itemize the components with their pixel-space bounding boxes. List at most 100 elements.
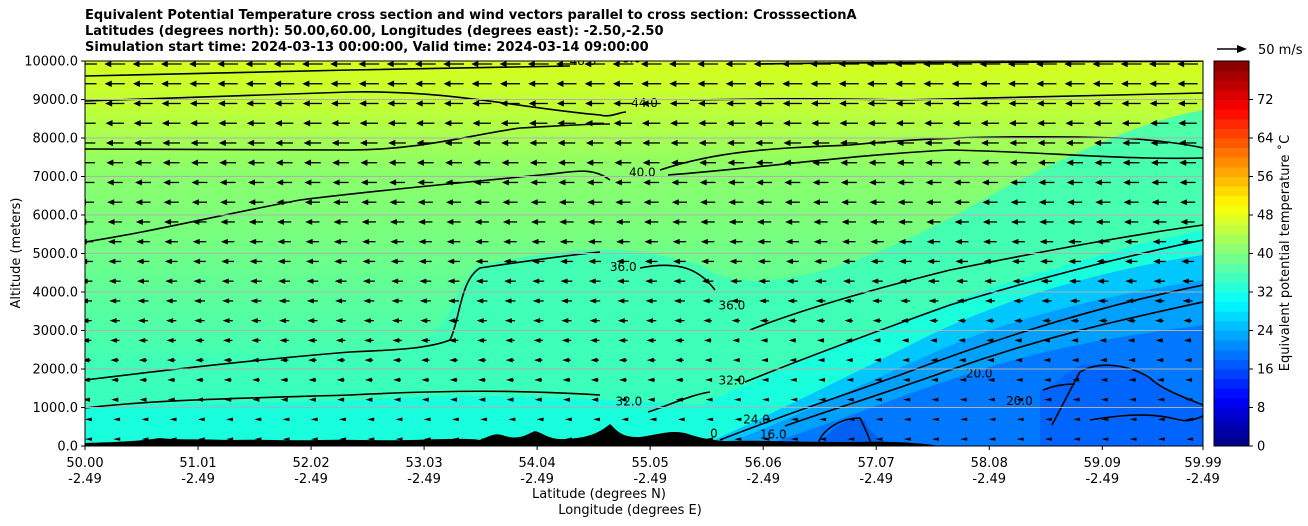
wind-vector	[1011, 238, 1025, 245]
wind-vector	[561, 337, 572, 343]
wind-vector	[85, 417, 92, 422]
y-tick-label: 5000.0	[33, 247, 79, 262]
y-tick-label: 7000.0	[33, 170, 79, 185]
wind-vector	[533, 337, 543, 343]
wind-vector	[929, 318, 938, 324]
wind-vector	[1012, 278, 1024, 284]
wind-vector	[816, 318, 825, 324]
wind-vector	[1182, 298, 1193, 304]
wind-vector	[248, 219, 264, 225]
wind-vector	[869, 219, 885, 225]
wind-vector	[589, 318, 600, 324]
wind-vector	[418, 238, 433, 245]
wind-vector	[421, 357, 430, 363]
contour-40-b	[667, 149, 1203, 176]
wind-vector	[1073, 437, 1081, 441]
wind-vector	[562, 397, 570, 402]
wind-vector	[1121, 80, 1142, 87]
wind-vector	[756, 199, 772, 206]
wind-vector	[616, 258, 630, 265]
wind-vector	[165, 278, 178, 284]
title-line-2: Latitudes (degrees north): 50.00,60.00, …	[85, 24, 664, 39]
wind-vector	[612, 61, 634, 68]
wind-vector	[330, 100, 351, 107]
wind-vector	[166, 337, 176, 343]
wind-vector	[141, 417, 149, 422]
wind-vector	[390, 238, 404, 245]
wind-vector	[810, 80, 831, 87]
wind-vector	[192, 238, 207, 245]
contour-label: 36.0	[718, 298, 745, 312]
wind-vector	[1038, 159, 1055, 166]
wind-vector	[700, 219, 715, 225]
contour-16	[817, 417, 873, 446]
wind-vector	[278, 298, 290, 304]
wind-vector	[700, 199, 716, 206]
x-tick-label-lat: 51.01	[179, 456, 216, 471]
wind-vector	[1068, 258, 1081, 265]
wind-vector	[1043, 377, 1051, 382]
wind-vector	[587, 219, 602, 225]
wind-vector	[866, 61, 888, 68]
wind-vector	[282, 417, 290, 422]
wind-vector	[647, 397, 655, 402]
colorbar-band	[1214, 215, 1249, 226]
wind-vector	[867, 120, 887, 127]
wind-vector	[134, 179, 151, 186]
wind-vector	[1156, 377, 1164, 382]
colorbar-label: Equivalent potential temperature ˚C	[1277, 135, 1293, 371]
wind-vector	[217, 80, 238, 87]
wind-vector	[615, 219, 631, 225]
x-axis-label-lat: Latitude (degrees N)	[532, 487, 666, 502]
wind-vector	[789, 358, 797, 363]
wind-vector	[332, 159, 349, 166]
wind-vector	[301, 61, 323, 68]
wind-vector	[1039, 219, 1054, 225]
wind-vector	[1013, 318, 1023, 324]
wind-vector	[727, 139, 745, 147]
colorbar-band	[1214, 234, 1249, 245]
wind-vector	[1129, 417, 1137, 422]
wind-vector	[985, 318, 995, 324]
wind-vector	[191, 199, 207, 206]
wind-vector	[727, 179, 744, 186]
wind-vector	[336, 377, 345, 383]
wind-vector	[730, 298, 741, 304]
wind-vector	[588, 278, 601, 284]
wind-vector	[419, 298, 431, 304]
wind-vector	[758, 278, 770, 284]
contour-label: 16.0	[760, 427, 787, 441]
y-tick-label: 0.0	[57, 440, 78, 455]
wind-vector	[108, 278, 121, 284]
wind-vector	[1010, 199, 1026, 206]
wind-vector	[527, 61, 549, 68]
wind-vector	[423, 417, 431, 422]
wind-vector	[250, 298, 262, 304]
wind-vector	[1095, 219, 1111, 225]
wind-vector	[925, 159, 942, 166]
wind-vector	[587, 199, 603, 206]
wind-vector	[191, 179, 208, 186]
wind-vector	[844, 318, 854, 324]
wind-vector	[954, 199, 970, 206]
wind-vector	[534, 397, 542, 402]
wind-vector	[841, 199, 857, 206]
wind-vector	[564, 417, 572, 422]
wind-vector	[643, 179, 660, 186]
wind-vector	[85, 142, 96, 144]
wind-vector	[557, 139, 576, 147]
wind-vector	[900, 318, 910, 324]
wind-vector	[1039, 238, 1054, 245]
wind-vector	[359, 120, 379, 127]
wind-vector	[504, 298, 516, 304]
wind-vector	[1122, 159, 1140, 166]
y-axis-label: Altitude (meters)	[9, 198, 24, 309]
wind-vector	[251, 337, 261, 343]
wind-vector	[642, 139, 660, 147]
wind-vector	[725, 61, 747, 68]
wind-vector	[1121, 120, 1141, 127]
colorbar-tick-label: 32	[1257, 286, 1274, 301]
wind-vector	[697, 80, 718, 87]
wind-vector	[220, 199, 236, 206]
